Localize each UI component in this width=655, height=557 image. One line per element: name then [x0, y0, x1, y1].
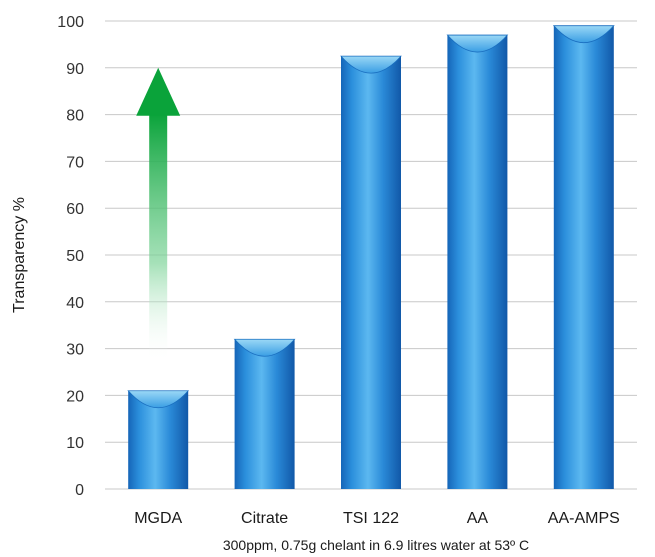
arrow-shaft: [149, 113, 168, 363]
y-tick-label: 40: [66, 295, 84, 312]
x-axis-caption: 300ppm, 0.75g chelant in 6.9 litres wate…: [223, 537, 529, 553]
y-tick-label: 100: [57, 14, 84, 31]
bar-body: [341, 56, 401, 489]
x-tick-label: AA-AMPS: [548, 510, 620, 527]
y-tick-label: 50: [66, 248, 84, 265]
x-tick-label: AA: [467, 510, 489, 527]
x-tick-label: MGDA: [134, 510, 182, 527]
bar-cap: [127, 390, 190, 408]
bar-body: [447, 35, 508, 489]
x-axis-labels: MGDA Citrate TSI 122 AA AA-AMPS: [134, 510, 620, 527]
y-tick-label: 90: [66, 61, 84, 78]
y-tick-label: 60: [66, 201, 84, 218]
bar: [552, 25, 615, 490]
x-tick-label: TSI 122: [343, 510, 399, 527]
y-tick-label: 20: [66, 388, 84, 405]
bar-body: [553, 25, 614, 490]
trend-arrow: [136, 67, 181, 363]
y-tick-label: 80: [66, 108, 84, 125]
y-axis-title: Transparency %: [11, 197, 28, 313]
x-tick-label: Citrate: [241, 510, 288, 527]
y-tick-label: 0: [75, 482, 84, 499]
bar-cap: [552, 25, 615, 43]
bar-cap: [233, 338, 296, 357]
y-tick-label: 10: [66, 435, 84, 452]
y-axis-ticks: 0 10 20 30 40 50 60 70 80 90 100: [57, 14, 84, 499]
bar-cap: [446, 34, 509, 53]
bar: [233, 338, 296, 489]
bar: [340, 55, 402, 489]
bars: [127, 25, 615, 490]
bar: [127, 390, 190, 489]
y-tick-label: 30: [66, 342, 84, 359]
bar-body: [234, 339, 295, 489]
y-tick-label: 70: [66, 154, 84, 171]
arrow-head: [136, 67, 181, 116]
bar: [446, 34, 509, 489]
bar-cap: [340, 55, 402, 74]
